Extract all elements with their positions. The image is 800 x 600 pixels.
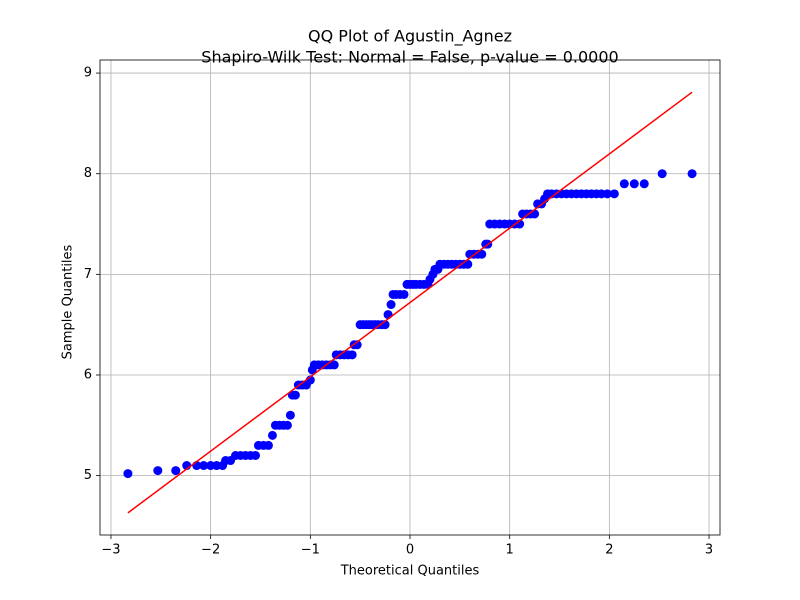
data-point	[171, 466, 181, 476]
x-tick-label: −2	[201, 543, 220, 558]
x-axis-label: Theoretical Quantiles	[340, 564, 480, 579]
plot-frame	[99, 59, 721, 536]
y-tick-label: 7	[84, 267, 92, 282]
y-tick-label: 8	[84, 166, 92, 181]
data-point	[463, 259, 473, 269]
data-point	[383, 310, 393, 320]
y-tick-label: 9	[84, 66, 92, 81]
data-point	[153, 466, 163, 476]
chart-title: QQ Plot of Agustin_Agnez	[308, 27, 512, 47]
data-point	[282, 420, 292, 430]
data-point	[619, 179, 629, 189]
x-tick-label: 0	[406, 543, 414, 558]
x-tick-label: 1	[506, 543, 514, 558]
data-point	[629, 179, 639, 189]
x-tick-label: −1	[301, 543, 320, 558]
data-point	[199, 461, 209, 471]
chart-subtitle: Shapiro-Wilk Test: Normal = False, p-val…	[201, 48, 618, 67]
y-tick-label: 5	[84, 468, 92, 483]
x-tick-label: 3	[705, 543, 713, 558]
y-axis-label: Sample Quantiles	[61, 244, 76, 359]
data-point	[285, 410, 295, 420]
data-point	[329, 360, 339, 370]
data-point	[250, 450, 260, 460]
fit-line	[127, 91, 693, 514]
data-point	[123, 469, 133, 479]
data-point	[657, 169, 667, 179]
data-point	[639, 179, 649, 189]
x-tick-label: −3	[101, 543, 120, 558]
x-tick-label: 2	[605, 543, 613, 558]
data-point	[530, 209, 540, 219]
data-point	[347, 350, 357, 360]
data-point	[602, 189, 612, 199]
y-tick-label: 6	[84, 367, 92, 382]
data-point	[263, 440, 273, 450]
data-point	[267, 430, 277, 440]
data-point	[687, 169, 697, 179]
data-point	[609, 189, 619, 199]
data-point	[477, 249, 487, 259]
data-point	[352, 340, 362, 350]
data-point	[399, 289, 409, 299]
data-point	[386, 300, 396, 310]
data-point	[290, 390, 300, 400]
